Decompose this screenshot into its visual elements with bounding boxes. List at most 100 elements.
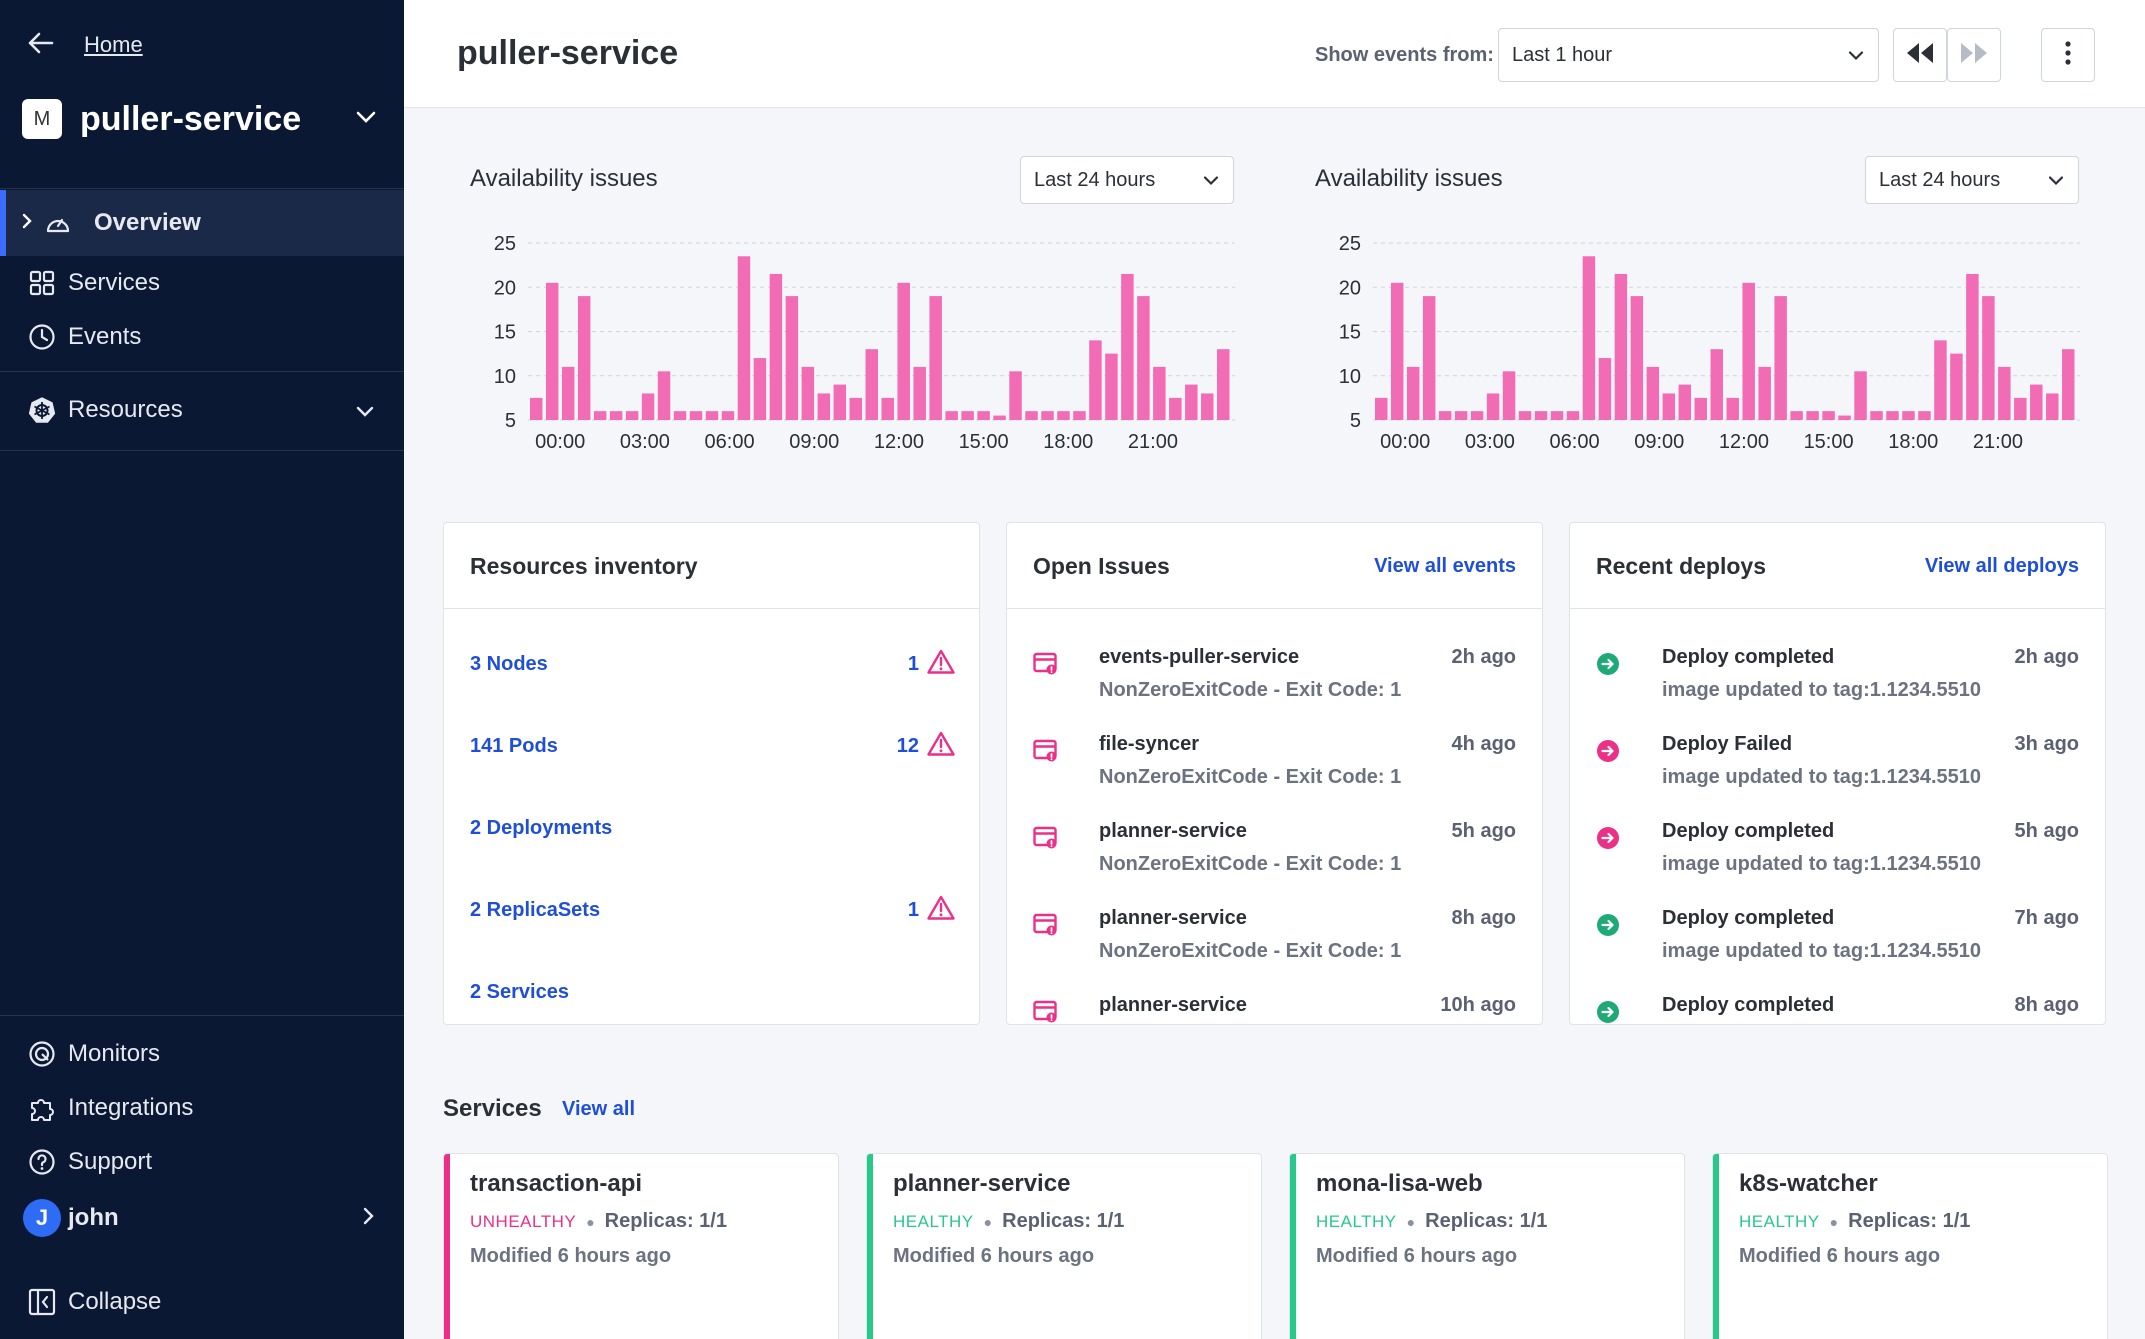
deploy-row[interactable]: Deploy completed 8h ago	[1596, 994, 2079, 1024]
chart-bar[interactable]	[977, 411, 990, 420]
chart-bar[interactable]	[1073, 411, 1086, 420]
chart-bar[interactable]	[2014, 397, 2027, 420]
inventory-row-deployments[interactable]: 2 Deployments	[470, 810, 955, 846]
time-range-select[interactable]: Last 1 hour	[1498, 28, 1879, 82]
collapse-button[interactable]: Collapse	[0, 1274, 404, 1330]
inventory-row-nodes[interactable]: 3 Nodes 1	[470, 646, 955, 682]
chart-bar[interactable]	[1630, 296, 1644, 420]
chart-bar[interactable]	[881, 397, 894, 420]
chart-bar[interactable]	[961, 411, 974, 420]
chart-bar[interactable]	[1566, 411, 1580, 420]
chart-bar[interactable]	[1105, 353, 1118, 420]
chart-bar[interactable]	[1758, 366, 1771, 420]
chart-bar[interactable]	[561, 366, 575, 420]
chart-bar[interactable]	[1201, 393, 1214, 420]
chart-bar[interactable]	[1774, 296, 1787, 420]
chart-bar[interactable]	[1217, 349, 1230, 420]
chart-bar[interactable]	[1870, 411, 1883, 420]
chart-bar[interactable]	[1534, 411, 1548, 420]
chart-bar[interactable]	[1790, 411, 1803, 420]
chart-bar[interactable]	[769, 273, 783, 420]
chart-bar[interactable]	[1121, 273, 1134, 420]
forward-button[interactable]	[1947, 28, 2001, 82]
view-all-services-link[interactable]: View all	[562, 1098, 636, 1120]
chart-bar[interactable]	[641, 393, 655, 420]
issue-row[interactable]: events-puller-service NonZeroExitCode - E…	[1033, 646, 1516, 716]
service-card[interactable]: transaction-api UNHEALTHY ● Replicas: 1/1 Mo…	[443, 1153, 839, 1339]
chart-range-select[interactable]: Last 24 hours	[1020, 156, 1234, 204]
chart-bar[interactable]	[897, 282, 910, 420]
chart-bar[interactable]	[2062, 349, 2075, 420]
view-all-events-link[interactable]: View all events	[1374, 555, 1516, 577]
sidebar-item-resources[interactable]: Resources	[0, 382, 404, 438]
chart-bar[interactable]	[1614, 273, 1628, 420]
chart-bar[interactable]	[1390, 282, 1404, 420]
chart-bar[interactable]	[1375, 397, 1388, 420]
chart-bar[interactable]	[1918, 411, 1931, 420]
chart-bar[interactable]	[1185, 384, 1198, 420]
deploy-row[interactable]: Deploy completed image updated to tag:1.1…	[1596, 820, 2079, 890]
chart-bar[interactable]	[625, 411, 639, 420]
chart-bar[interactable]	[753, 358, 767, 420]
chart-bar[interactable]	[689, 411, 703, 420]
chart-bar[interactable]	[1742, 282, 1755, 420]
chart-bar[interactable]	[1518, 411, 1532, 420]
chart-bar[interactable]	[2030, 384, 2043, 420]
chart-bar[interactable]	[1822, 411, 1835, 420]
chart-range-select[interactable]: Last 24 hours	[1865, 156, 2079, 204]
chart-bar[interactable]	[1886, 411, 1899, 420]
inventory-row-replicasets[interactable]: 2 ReplicaSets 1	[470, 892, 955, 928]
chart-bar[interactable]	[1838, 415, 1851, 420]
view-all-deploys-link[interactable]: View all deploys	[1924, 555, 2079, 577]
chart-bar[interactable]	[1678, 384, 1692, 420]
chart-bar[interactable]	[801, 366, 815, 420]
issue-row[interactable]: planner-service 10h ago	[1033, 994, 1516, 1024]
service-card[interactable]: mona-lisa-web HEALTHY ● Replicas: 1/1 Modifi…	[1289, 1153, 1685, 1339]
chart-bar[interactable]	[1009, 371, 1022, 420]
chart-bar[interactable]	[1998, 366, 2011, 420]
chart-bar[interactable]	[1438, 411, 1452, 420]
sidebar-item-events[interactable]: Events	[0, 309, 404, 365]
chart-bar[interactable]	[1057, 411, 1070, 420]
chart-bar[interactable]	[609, 411, 623, 420]
chart-bar[interactable]	[593, 411, 607, 420]
deploy-row[interactable]: Deploy completed image updated to tag:1.1…	[1596, 907, 2079, 977]
chart-bar[interactable]	[737, 256, 751, 420]
chart-bar[interactable]	[1550, 411, 1564, 420]
issue-row[interactable]: file-syncer NonZeroExitCode - Exit Code: …	[1033, 733, 1516, 803]
chart-bar[interactable]	[545, 282, 559, 420]
chart-bar[interactable]	[945, 411, 958, 420]
chart-bar[interactable]	[1454, 411, 1468, 420]
home-link[interactable]: Home	[28, 30, 143, 60]
app-switcher[interactable]: M puller-service	[22, 98, 382, 140]
chart-bar[interactable]	[1137, 296, 1150, 420]
chart-bar[interactable]	[1854, 371, 1867, 420]
chart-bar[interactable]	[865, 349, 878, 420]
inventory-row-pods[interactable]: 141 Pods 12	[470, 728, 955, 764]
chart-bar[interactable]	[2046, 393, 2059, 420]
chart-bar[interactable]	[1470, 411, 1484, 420]
chart-bar[interactable]	[1169, 397, 1182, 420]
chart-bar[interactable]	[1662, 393, 1676, 420]
sidebar-item-support[interactable]: Support	[0, 1134, 404, 1190]
chart-bar[interactable]	[993, 415, 1006, 420]
chart-bar[interactable]	[1582, 256, 1596, 420]
service-card[interactable]: k8s-watcher HEALTHY ● Replicas: 1/1 Modified…	[1712, 1153, 2108, 1339]
inventory-row-services[interactable]: 2 Services	[470, 974, 955, 1010]
chart-bar[interactable]	[657, 371, 671, 420]
user-menu[interactable]: J john	[0, 1190, 404, 1246]
chart-bar[interactable]	[1646, 366, 1660, 420]
chart-bar[interactable]	[1422, 296, 1436, 420]
deploy-row[interactable]: Deploy Failed image updated to tag:1.1234…	[1596, 733, 2079, 803]
chart-bar[interactable]	[1406, 366, 1420, 420]
chart-bar[interactable]	[785, 296, 799, 420]
chart-bar[interactable]	[1089, 340, 1102, 420]
chart-bar[interactable]	[1982, 296, 1995, 420]
chart-bar[interactable]	[577, 296, 591, 420]
chart-bar[interactable]	[833, 384, 847, 420]
chart-bar[interactable]	[1934, 340, 1947, 420]
chart-bar[interactable]	[913, 366, 926, 420]
sidebar-item-monitors[interactable]: Monitors	[0, 1026, 404, 1082]
chart-bar[interactable]	[1598, 358, 1612, 420]
chart-bar[interactable]	[1694, 397, 1708, 420]
